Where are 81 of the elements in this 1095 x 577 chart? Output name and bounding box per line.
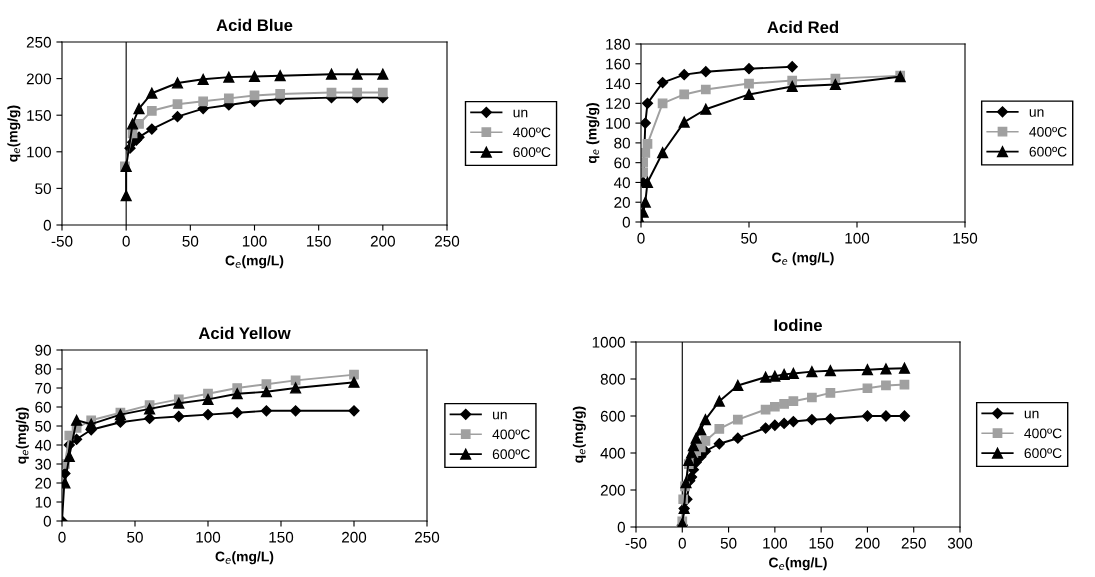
y-tick-label: 160 — [606, 58, 630, 70]
x-tick-label: 100 — [242, 235, 267, 247]
y-tick-label: 600 — [600, 410, 625, 422]
y-tick-label: 0 — [43, 515, 51, 527]
x-tick-label: 50 — [182, 235, 199, 247]
chart-title: Acid Yellow — [198, 326, 291, 340]
x-axis-title: C$_{e}$ (mg/L) — [772, 252, 834, 266]
x-tick-label: 0 — [122, 235, 130, 247]
y-tick-label: 40 — [613, 177, 630, 189]
y-tick-label: 0 — [43, 219, 51, 231]
x-tick-label: 200 — [342, 531, 367, 543]
x-axis-title: C$_{e}$(mg/L) — [769, 557, 827, 571]
y-tick-label: 50 — [35, 420, 51, 432]
y-tick-label: 40 — [34, 439, 51, 451]
x-tick-label: 100 — [845, 232, 870, 244]
y-tick-label: 70 — [35, 382, 51, 394]
legend-label: un — [493, 411, 507, 420]
x-tick-label: 0 — [678, 537, 686, 549]
y-tick-label: 10 — [35, 496, 51, 508]
x-tick-label: 250 — [901, 537, 926, 549]
x-tick-label: 200 — [370, 235, 395, 247]
legend-label: 400ºC — [513, 127, 551, 138]
chart-title: Iodine — [774, 318, 822, 332]
legend-label: 600ºC — [1024, 448, 1062, 459]
y-tick-label: 1000 — [592, 336, 625, 348]
x-tick-label: 50 — [741, 232, 757, 244]
x-tick-label: 300 — [947, 537, 973, 549]
x-tick-label: 150 — [953, 232, 978, 244]
y-tick-label: 50 — [35, 183, 51, 195]
x-tick-label: 250 — [415, 531, 440, 543]
x-tick-label: 150 — [307, 235, 331, 247]
y-tick-label: 800 — [600, 373, 625, 385]
x-axis-title: C$_{e}$(mg/L) — [215, 551, 274, 565]
y-tick-label: 20 — [35, 477, 51, 489]
y-axis-title: q$_{e}$(mg/g) — [572, 406, 586, 463]
legend-label: 400ºC — [1029, 126, 1067, 137]
y-tick-label: 250 — [26, 36, 51, 48]
x-tick-label: 100 — [196, 531, 221, 543]
chart-title: Acid Red — [767, 20, 839, 34]
x-tick-label: -50 — [51, 235, 73, 247]
y-tick-label: 100 — [27, 146, 51, 158]
y-tick-label: 150 — [27, 110, 51, 121]
legend-label: 600ºC — [1029, 146, 1067, 157]
y-tick-label: 80 — [614, 137, 630, 149]
x-axis-title: C$_{e}$(mg/L) — [225, 255, 284, 269]
x-tick-label: 0 — [58, 531, 66, 543]
y-tick-label: 60 — [35, 401, 51, 413]
y-axis-title: q$_{e}$(mg/g) — [15, 407, 29, 464]
y-tick-label: 200 — [600, 484, 625, 496]
y-tick-label: 120 — [606, 98, 630, 110]
legend-label: 600ºC — [492, 449, 530, 460]
x-tick-label: 0 — [637, 232, 645, 244]
x-tick-label: -50 — [625, 537, 647, 549]
y-axis-title: q$_{e}$ (mg/g) — [586, 103, 600, 164]
legend-label: un — [513, 109, 528, 118]
y-tick-label: 90 — [35, 344, 51, 356]
y-tick-label: 0 — [617, 521, 625, 533]
y-tick-label: 60 — [614, 157, 630, 169]
legend-label: 400ºC — [1024, 428, 1062, 439]
legend-label: un — [1029, 109, 1044, 117]
y-tick-label: 100 — [606, 117, 630, 129]
y-tick-label: 0 — [622, 216, 630, 228]
y-tick-label: 400 — [600, 447, 625, 459]
y-tick-label: 140 — [606, 78, 630, 90]
chart-title: Acid Blue — [216, 18, 293, 32]
x-tick-label: 50 — [720, 537, 737, 549]
x-tick-label: 150 — [269, 531, 294, 543]
y-axis-title: q$_{e}$(mg/g) — [7, 105, 21, 162]
x-tick-label: 150 — [809, 537, 834, 549]
y-tick-label: 180 — [606, 38, 630, 50]
y-tick-label: 200 — [26, 73, 51, 85]
y-tick-label: 30 — [35, 458, 51, 470]
x-tick-label: 200 — [855, 537, 880, 549]
x-tick-label: 250 — [435, 235, 460, 247]
y-tick-label: 80 — [35, 363, 51, 375]
legend-label: 600ºC — [513, 147, 551, 158]
legend-label: un — [1024, 410, 1039, 419]
x-tick-label: 50 — [127, 531, 143, 543]
y-tick-label: 20 — [614, 197, 630, 208]
legend-label: 400ºC — [492, 429, 530, 440]
x-tick-label: 100 — [763, 537, 788, 549]
